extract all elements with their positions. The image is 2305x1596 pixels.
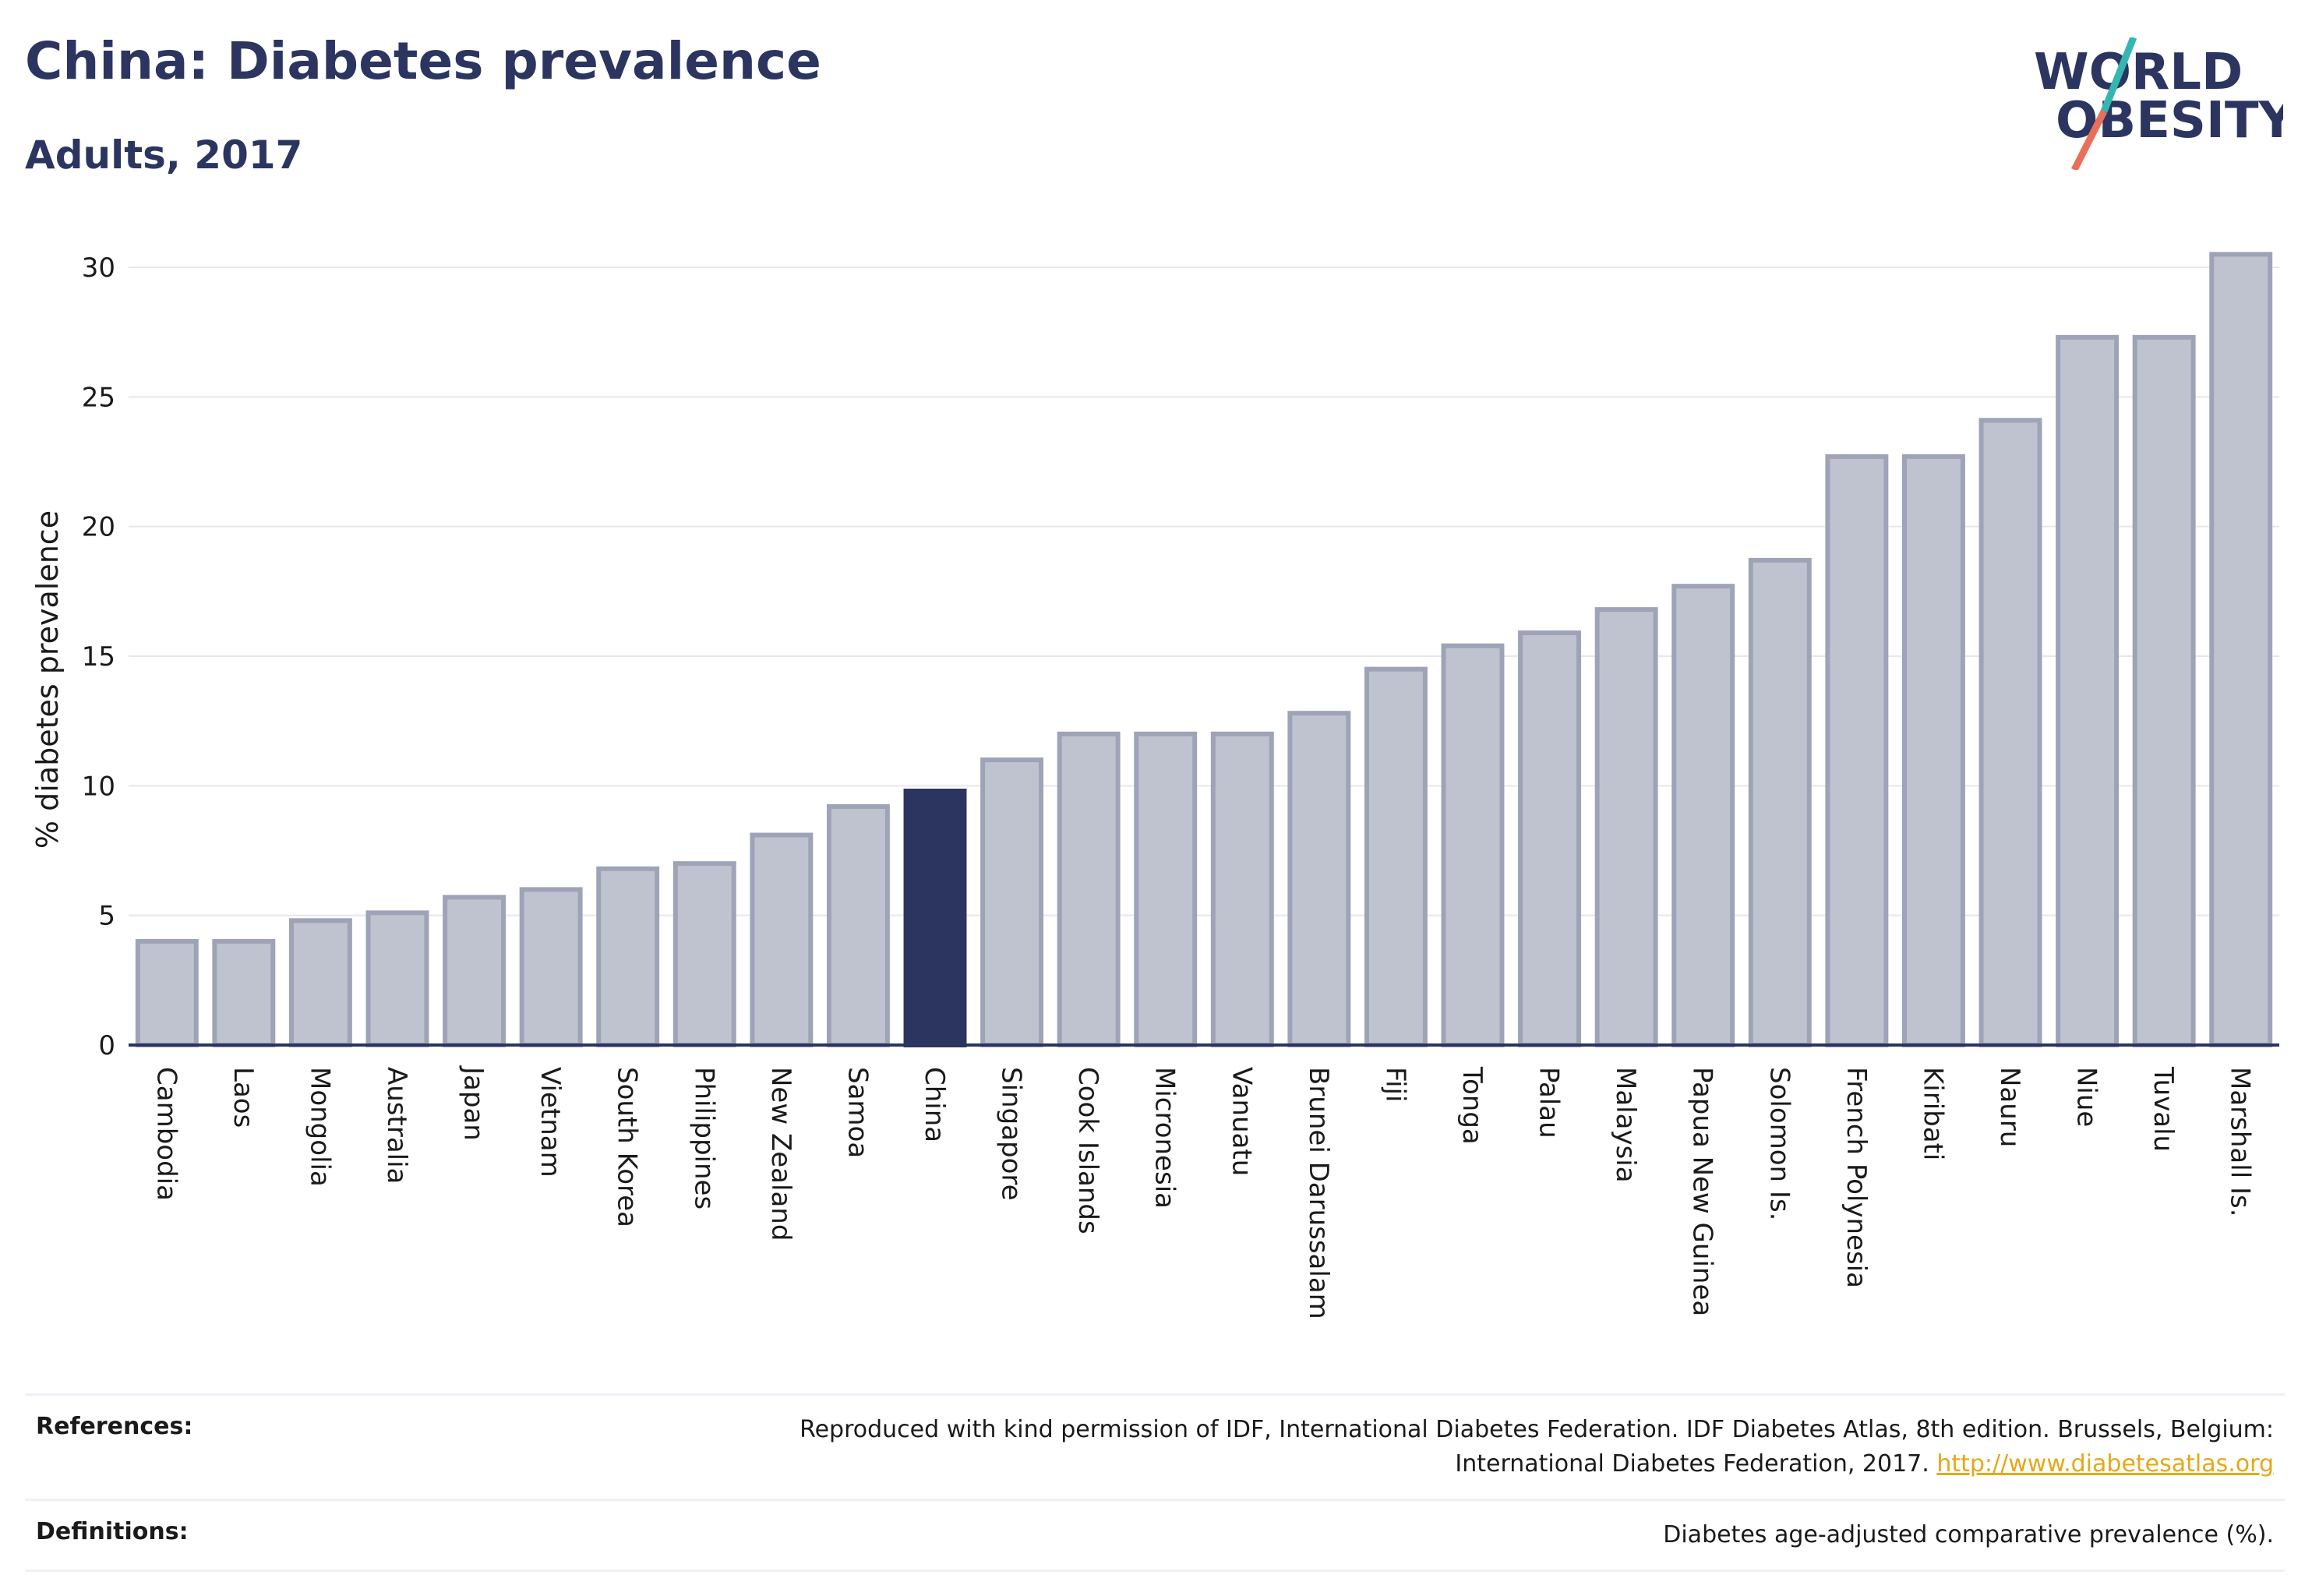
bar-japan <box>443 895 507 1047</box>
bar-china <box>903 788 967 1048</box>
logo-line-2: OBESITY <box>2056 92 2283 150</box>
x-tick-label: Singapore <box>996 1067 1027 1201</box>
bar-palau <box>1518 630 1582 1047</box>
x-tick-label: Vietnam <box>535 1067 566 1178</box>
world-obesity-logo: WORLD OBESITY <box>2034 37 2283 170</box>
x-tick-label: Tonga <box>1456 1066 1488 1145</box>
bar-papua-new-guinea <box>1671 584 1735 1047</box>
x-tick-label: Fiji <box>1379 1067 1410 1102</box>
x-tick-label: China <box>919 1067 950 1142</box>
references-text-2: International Diabetes Federation, 2017. <box>1455 1450 1929 1478</box>
references-link[interactable]: http://www.diabetesatlas.org <box>1936 1450 2274 1478</box>
x-tick-label: Niue <box>2071 1067 2102 1127</box>
bar-vanuatu <box>1210 731 1274 1047</box>
definitions-label: Definitions: <box>36 1518 189 1545</box>
y-tick-label: 5 <box>98 901 115 932</box>
x-tick-label: Tuvalu <box>2148 1066 2179 1152</box>
bar-niue <box>2056 334 2120 1047</box>
y-tick-label: 30 <box>82 252 115 284</box>
bar-cambodia <box>135 938 199 1048</box>
bar-vietnam <box>519 887 583 1048</box>
bar-micronesia <box>1134 731 1198 1047</box>
logo-line-1: WORLD <box>2034 44 2243 101</box>
bar-laos <box>212 938 276 1048</box>
x-tick-label: Mongolia <box>304 1067 335 1187</box>
x-tick-label: Laos <box>228 1067 259 1128</box>
bar-nauru <box>1978 418 2042 1047</box>
y-tick-label: 10 <box>82 771 115 802</box>
x-tick-label: Brunei Darussalam <box>1303 1067 1334 1319</box>
x-tick-label: Australia <box>381 1067 412 1184</box>
x-tick-label: South Korea <box>612 1067 643 1227</box>
chart-title: China: Diabetes prevalence <box>25 31 821 91</box>
y-tick-label: 0 <box>98 1030 115 1061</box>
footer: References: Reproduced with kind permiss… <box>25 1393 2285 1572</box>
bar-brunei-darussalam <box>1287 711 1351 1047</box>
bar-tuvalu <box>2132 334 2196 1047</box>
definitions-text: Diabetes age-adjusted comparative preval… <box>1663 1521 2274 1548</box>
bar-mongolia <box>288 918 352 1047</box>
chart-subtitle: Adults, 2017 <box>25 132 303 178</box>
y-tick-label: 25 <box>82 382 115 413</box>
bar-chart: 0 5 10 15 20 25 30 % diabetes prevalence Cambodi… <box>30 252 2279 1319</box>
x-tick-label: French Polynesia <box>1841 1067 1872 1288</box>
x-tick-label: Marshall Is. <box>2225 1067 2256 1217</box>
bar-kiribati <box>1901 454 1965 1047</box>
bar-marshall-is- <box>2209 252 2273 1048</box>
bar-samoa <box>826 803 890 1047</box>
references-text-1: Reproduced with kind permission of IDF, … <box>800 1416 2274 1443</box>
logo-slash-bottom <box>2070 109 2108 170</box>
bar-australia <box>365 910 429 1047</box>
bar-malaysia <box>1594 607 1658 1047</box>
x-tick-label: Malaysia <box>1610 1067 1641 1183</box>
y-tick-label: 15 <box>82 641 115 673</box>
x-tick-label: Japan <box>458 1065 489 1141</box>
references-row: References: Reproduced with kind permiss… <box>25 1393 2285 1499</box>
references-label: References: <box>36 1413 193 1440</box>
x-tick-label: Vanuatu <box>1226 1067 1257 1176</box>
y-axis-label: % diabetes prevalence <box>30 510 65 849</box>
x-tick-label: Cambodia <box>150 1067 182 1201</box>
bar-french-polynesia <box>1825 454 1889 1047</box>
y-tick-label: 20 <box>82 512 115 543</box>
x-tick-label: Solomon Is. <box>1763 1067 1795 1220</box>
bar-fiji <box>1364 666 1428 1048</box>
bar-tonga <box>1441 643 1505 1047</box>
bar-solomon-is- <box>1748 557 1812 1047</box>
bar-philippines <box>672 861 736 1047</box>
references-text: Reproduced with kind permission of IDF, … <box>800 1413 2274 1481</box>
bar-south-korea <box>596 866 660 1047</box>
bar-singapore <box>980 757 1044 1047</box>
x-tick-label: Philippines <box>688 1067 719 1209</box>
x-tick-label: New Zealand <box>765 1067 796 1241</box>
x-tick-label: Papua New Guinea <box>1687 1067 1718 1316</box>
x-tick-label: Nauru <box>1994 1067 2025 1147</box>
logo-slash-top <box>2100 37 2137 113</box>
x-tick-label: Micronesia <box>1149 1067 1181 1209</box>
x-tick-label: Palau <box>1534 1067 1565 1139</box>
definitions-row: Definitions: Diabetes age-adjusted compa… <box>25 1499 2285 1572</box>
bar-new-zealand <box>750 832 814 1048</box>
bar-cook-islands <box>1057 731 1121 1047</box>
x-tick-label: Kiribati <box>1917 1067 1948 1160</box>
x-tick-label: Samoa <box>842 1067 873 1158</box>
x-tick-label: Cook Islands <box>1072 1067 1103 1234</box>
